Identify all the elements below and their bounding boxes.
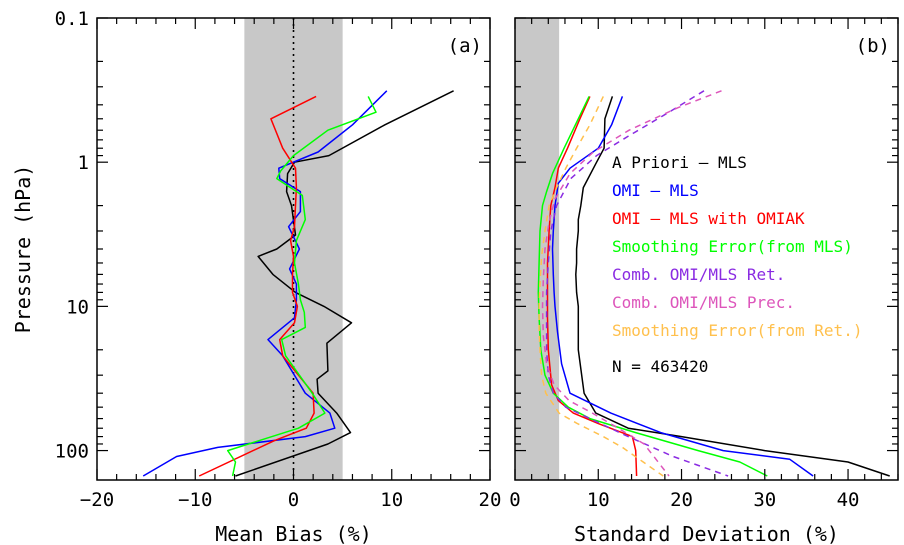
legend-entry-4: Comb. OMI/MLS Ret. bbox=[612, 265, 785, 284]
x-tick-label: 10 bbox=[587, 489, 610, 511]
panel-a-series-3-line bbox=[226, 96, 377, 477]
y-tick-label: 100 bbox=[55, 441, 89, 463]
x-tick-label: 10 bbox=[380, 489, 403, 511]
panel-b: 0 10 20 30 40 (b) Standard Deviation (%) A P… bbox=[509, 17, 899, 545]
x-tick-label: 0 bbox=[288, 489, 299, 511]
panel-a-series bbox=[142, 90, 454, 477]
panel-b-tag: (b) bbox=[856, 35, 890, 57]
sample-count-note: N = 463420 bbox=[612, 357, 708, 376]
y-tick-label: 10 bbox=[66, 296, 89, 318]
x-tick-label: 0 bbox=[509, 489, 520, 511]
panel-b-series-4-line bbox=[545, 90, 729, 477]
x-tick-label: 30 bbox=[753, 489, 776, 511]
y-tick-label: 1 bbox=[78, 152, 89, 174]
legend-entry-2: OMI – MLS with OMIAK bbox=[612, 209, 805, 228]
x-tick-label: 20 bbox=[479, 489, 502, 511]
panel-b-series-1-line bbox=[551, 96, 814, 477]
legend: A Priori – MLS OMI – MLS OMI – MLS with OM… bbox=[612, 153, 862, 376]
x-tick-label: 20 bbox=[670, 489, 693, 511]
panel-b-series-6-line bbox=[538, 96, 664, 477]
legend-entry-0: A Priori – MLS bbox=[612, 153, 747, 172]
legend-entry-5: Comb. OMI/MLS Prec. bbox=[612, 293, 795, 312]
panel-a-series-0-line bbox=[235, 90, 454, 477]
x-tick-label: 40 bbox=[837, 489, 860, 511]
legend-entry-3: Smoothing Error(from MLS) bbox=[612, 237, 853, 256]
panel-b-series bbox=[537, 90, 890, 477]
panel-a-tag: (a) bbox=[448, 35, 482, 57]
panel-b-x-axis-label: Standard Deviation (%) bbox=[574, 522, 839, 545]
y-tick-label: 0.1 bbox=[55, 8, 89, 30]
panel-a-axes: −20 −10 0 10 20 0.1 1 10 100 bbox=[55, 8, 502, 511]
legend-entry-6: Smoothing Error(from Ret.) bbox=[612, 321, 862, 340]
panel-b-axes: 0 10 20 30 40 bbox=[509, 17, 899, 511]
x-tick-label: −20 bbox=[80, 489, 114, 511]
panel-a-x-axis-label: Mean Bias (%) bbox=[215, 522, 372, 545]
panel-a-series-2-line bbox=[198, 95, 317, 477]
y-axis-label: Pressure (hPa) bbox=[11, 165, 35, 334]
legend-entry-1: OMI – MLS bbox=[612, 181, 699, 200]
panel-b-series-0-line bbox=[575, 96, 890, 477]
x-tick-label: −10 bbox=[178, 489, 212, 511]
panel-a: −20 −10 0 10 20 0.1 1 10 100 (a) Mean Bias (%) P… bbox=[11, 8, 501, 545]
panel-b-series-5-line bbox=[541, 90, 722, 477]
